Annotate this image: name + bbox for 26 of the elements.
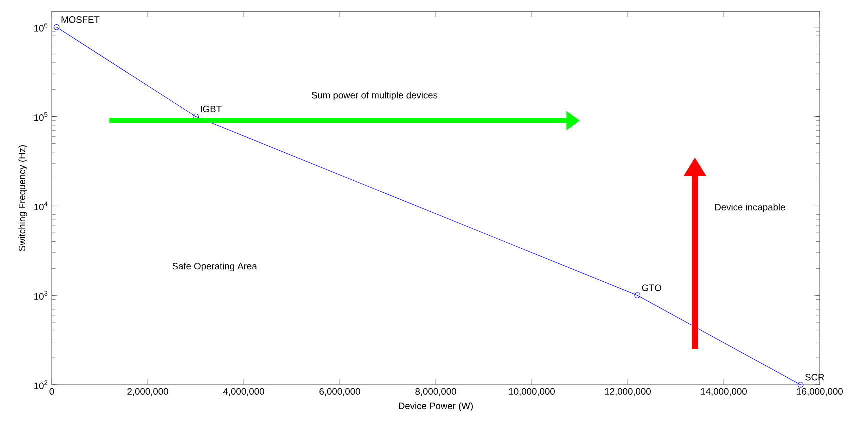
y-tick-label: 10$^{5}$ [34, 112, 48, 122]
x-tick-label: 2,000,000 [128, 388, 168, 396]
x-axis-title: Device Power (W) [399, 402, 474, 412]
x-tick-label: 4,000,000 [223, 388, 264, 396]
y-tick-label: 10$^{3}$ [34, 291, 48, 300]
y-axis-title: Switching Frequency (Hz) [18, 146, 28, 252]
annotation: Sum power of multiple devices [312, 92, 438, 101]
x-tick-label: 10,000,000 [509, 388, 555, 396]
annotation: GTO [642, 284, 662, 292]
x-tick-label: 0 [50, 388, 54, 395]
x-tick-label: 6,000,000 [320, 388, 360, 396]
y-tick-label: 10$^{4}$ [34, 202, 48, 211]
point [798, 382, 804, 388]
annotation: Safe Operating Area [172, 262, 258, 272]
point [634, 292, 641, 299]
x-tick-label: 12,000,000 [605, 388, 651, 396]
x-tick-label: 16,000,000 [797, 388, 843, 396]
point [54, 24, 60, 30]
annotation: Device incapable [715, 204, 786, 213]
annotation: MOSFET [62, 16, 100, 24]
x-tick-label: 14,000,000 [701, 388, 747, 396]
y-tick-label: 10$^{2}$ [34, 380, 48, 390]
annotation: SCR [805, 374, 824, 381]
y-tick-label: 10$^{6}$ [34, 23, 48, 32]
annotation: IGBT [201, 106, 222, 113]
x-tick-label: 8,000,000 [416, 388, 456, 396]
